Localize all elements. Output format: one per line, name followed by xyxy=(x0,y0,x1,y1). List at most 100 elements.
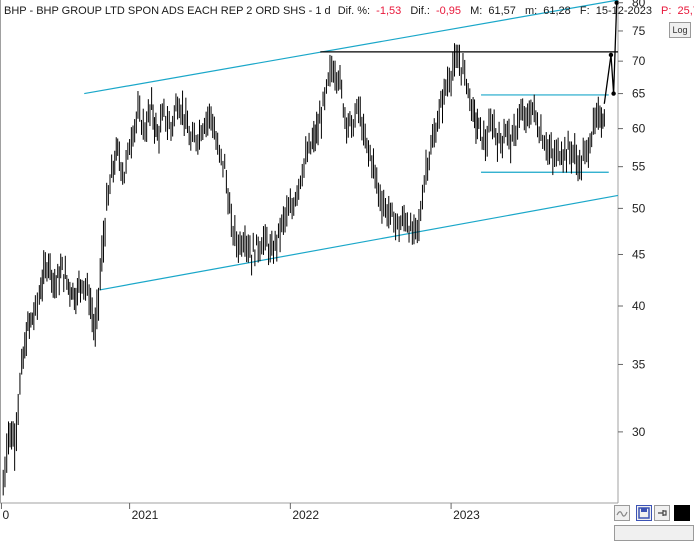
price-bar-group xyxy=(244,225,251,263)
price-bar-group xyxy=(183,97,190,146)
price-bar-group xyxy=(224,153,231,215)
price-bar-group xyxy=(518,98,525,131)
price-bar-group xyxy=(384,195,391,229)
price-bar-group xyxy=(170,93,177,141)
x-tick-label: 2022 xyxy=(292,508,319,522)
price-bar-group xyxy=(257,226,264,263)
price-bar-group xyxy=(432,110,439,148)
price-bar-group xyxy=(511,108,519,147)
price-bar-group xyxy=(371,148,378,194)
price-bar-group xyxy=(532,94,539,138)
y-tick-label: 70 xyxy=(632,54,646,68)
header-dif-pct-value: -1,53 xyxy=(376,5,401,17)
header-min-value: 61,28 xyxy=(543,5,571,17)
log-scale-button[interactable]: Log xyxy=(669,22,691,38)
wave-icon[interactable] xyxy=(614,505,630,521)
price-bar-group xyxy=(130,111,137,159)
price-bar-group xyxy=(592,96,599,135)
projection-line xyxy=(603,2,618,104)
wave-icon-graphic xyxy=(616,511,628,517)
price-bars-layer xyxy=(2,43,605,496)
pin-icon[interactable] xyxy=(654,505,670,521)
price-bar-group xyxy=(472,97,478,144)
price-bar-group xyxy=(81,272,88,301)
price-bar-group xyxy=(579,137,586,181)
price-bar-group xyxy=(123,139,131,184)
price-bar-group xyxy=(203,103,210,138)
save-icon[interactable] xyxy=(636,505,652,521)
x-tick-label: 2021 xyxy=(132,508,159,522)
price-bar-group xyxy=(351,98,358,138)
price-bar-group xyxy=(405,212,412,243)
price-bar-group xyxy=(411,214,418,245)
price-bar-group xyxy=(358,96,365,146)
price-bar-group xyxy=(305,132,312,165)
price-bar-group xyxy=(559,136,566,173)
price-bar-group xyxy=(106,154,113,211)
price-bar-group xyxy=(377,182,385,224)
header-p-label: P: xyxy=(661,5,671,17)
price-bar-group xyxy=(34,292,38,320)
header-line: BHP - BHP GROUP LTD SPON ADS EACH REP 2 … xyxy=(4,5,694,17)
y-tick-label: 80 xyxy=(632,0,646,10)
price-bar-group xyxy=(144,99,151,142)
trendline-0 xyxy=(84,0,619,95)
price-bar-group xyxy=(545,132,552,165)
price-bar-group xyxy=(43,250,48,285)
price-bar-group xyxy=(599,105,604,138)
price-bar-group xyxy=(491,109,498,162)
price-bar-group xyxy=(418,175,425,242)
price-bar-group xyxy=(7,421,14,455)
price-bar-group xyxy=(271,230,278,264)
projection-point xyxy=(614,0,619,5)
price-bar-group xyxy=(484,108,492,162)
trendlines-layer xyxy=(84,0,619,291)
price-bar-group xyxy=(210,106,217,150)
pin-icon-graphic xyxy=(658,510,667,516)
projection-point xyxy=(608,52,614,58)
price-bar-group xyxy=(291,185,298,220)
price-bar-group xyxy=(317,91,324,146)
price-bar-group xyxy=(2,433,8,496)
price-bar-group xyxy=(525,99,532,134)
price-bar-group xyxy=(38,269,43,305)
scrollbar-area[interactable] xyxy=(614,525,694,541)
price-bar-group xyxy=(177,90,184,126)
projection-point xyxy=(611,91,616,96)
header-date-value: 15-12-2023 xyxy=(596,5,652,17)
price-bar-group xyxy=(324,54,331,111)
x-tick-label: 0 xyxy=(2,508,9,522)
price-bar-group xyxy=(88,284,95,341)
price-bar-group xyxy=(364,123,371,167)
price-bar-group xyxy=(284,188,291,233)
price-bar-group xyxy=(572,133,579,182)
header-dif-value: -0,95 xyxy=(436,5,461,17)
y-tick-label: 35 xyxy=(632,357,646,371)
black-square-icon[interactable] xyxy=(674,505,690,521)
price-bar-group xyxy=(21,322,27,375)
price-bar-group xyxy=(237,231,244,263)
price-bar-group xyxy=(163,98,170,140)
price-bar-group xyxy=(101,217,106,272)
y-tick-label: 65 xyxy=(632,87,646,101)
price-bar-group xyxy=(112,137,117,183)
header-max-label: M: xyxy=(470,5,482,17)
header-date-label: F: xyxy=(580,5,590,17)
header-min-label: m: xyxy=(525,5,537,17)
price-bar-group xyxy=(190,121,197,152)
y-tick-label: 40 xyxy=(632,299,646,313)
y-tick-label: 30 xyxy=(632,425,646,439)
price-bar-group xyxy=(54,253,62,299)
price-bar-group xyxy=(230,203,238,258)
price-bar-group xyxy=(505,118,512,164)
x-tick-label: 2023 xyxy=(453,508,480,522)
price-bar-group xyxy=(438,78,445,129)
header-p-value: 25,75 xyxy=(678,5,694,17)
price-bar-group xyxy=(217,132,224,178)
price-bar-group xyxy=(311,111,318,153)
price-bar-group xyxy=(251,232,258,276)
price-bar-group xyxy=(14,372,21,471)
price-bar-group xyxy=(337,65,344,118)
header-symbol-title: BHP - BHP GROUP LTD SPON ADS EACH REP 2 … xyxy=(4,5,331,17)
